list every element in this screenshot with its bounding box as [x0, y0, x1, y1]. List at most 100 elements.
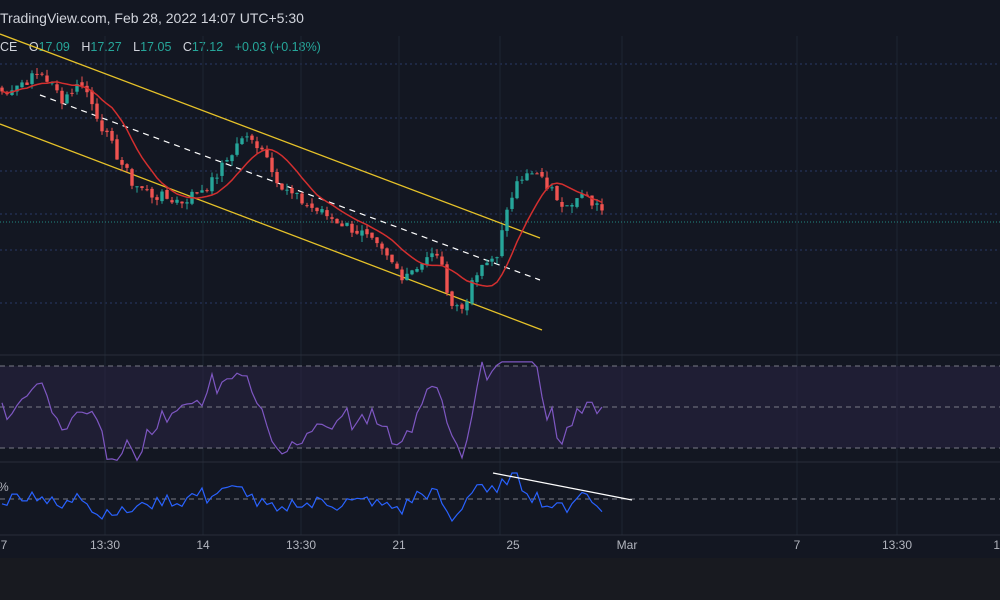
candle-body [350, 223, 354, 233]
candle-body [515, 181, 519, 199]
candle-body [245, 136, 249, 138]
candle-body [100, 120, 104, 132]
candle-body [35, 73, 39, 75]
candle-body [135, 186, 139, 188]
candle-body [195, 192, 199, 194]
candle-body [90, 90, 94, 105]
candle-body [570, 205, 574, 207]
candle-body [310, 203, 314, 208]
candle-body [300, 193, 304, 204]
candle-body [110, 130, 114, 141]
candle-body [5, 93, 9, 95]
candle-body [465, 301, 469, 311]
channel-mid-line [39, 94, 541, 281]
candle-body [150, 188, 154, 198]
time-axis-label: 25 [506, 538, 520, 552]
candle-body [500, 230, 504, 257]
candle-body [290, 188, 294, 194]
candle-body [435, 253, 439, 256]
divergence-trendline [492, 472, 633, 501]
candle-body [230, 155, 234, 162]
candle-body [485, 262, 489, 266]
candle-body [210, 177, 214, 192]
candle-body [305, 205, 309, 207]
candle-body [490, 258, 494, 262]
candle-body [590, 195, 594, 206]
candle-body [205, 190, 209, 192]
oscillator-label-fragment: % [0, 480, 9, 494]
candle-body [120, 160, 124, 165]
candle-body [275, 171, 279, 184]
candle-body [580, 193, 584, 198]
candle-body [330, 217, 334, 219]
candle-body [450, 291, 454, 306]
candle-body [425, 257, 429, 265]
candle-body [220, 162, 224, 176]
candle-body [445, 264, 449, 293]
time-axis-label: 21 [392, 538, 406, 552]
time-axis-label: 7 [1, 538, 8, 552]
candle-body [545, 177, 549, 190]
candle-body [95, 103, 99, 119]
candle-body [165, 190, 169, 199]
candle-body [15, 85, 19, 92]
candle-body [30, 73, 34, 84]
candle-body [215, 177, 219, 179]
symbol-suffix: CE [0, 40, 18, 54]
price-pane [0, 33, 1000, 331]
candle-body [55, 84, 59, 91]
candle-body [225, 159, 229, 162]
candle-body [180, 201, 184, 204]
candle-body [600, 204, 604, 211]
high-label: H [81, 40, 91, 54]
candle-body [470, 280, 474, 304]
low-value: 17.05 [140, 40, 172, 54]
candle-body [185, 202, 189, 204]
candle-body [420, 263, 424, 270]
candle-body [390, 254, 394, 263]
candle-body [115, 139, 119, 160]
candle-body [495, 257, 499, 259]
candle-body [280, 183, 284, 190]
candle-body [65, 94, 69, 104]
candle-body [400, 269, 404, 281]
time-axis-label: 13:30 [286, 538, 316, 552]
channel-lower-line [0, 123, 543, 331]
candle-body [340, 223, 344, 227]
candle-body [520, 179, 524, 181]
candle-body [20, 82, 24, 88]
candle-body [285, 189, 289, 191]
candle-body [265, 149, 269, 158]
candle-body [550, 187, 554, 189]
candle-body [355, 230, 359, 234]
candle-body [540, 172, 544, 177]
candle-body [320, 209, 324, 213]
candle-body [75, 84, 79, 92]
candle-body [235, 143, 239, 155]
candle-body [575, 198, 579, 207]
open-value: 17.09 [38, 40, 70, 54]
candle-body [415, 269, 419, 272]
candle-body [0, 87, 4, 92]
candle-body [555, 186, 559, 201]
ohlc-legend: CE O17.09 H17.27 L17.05 C17.12 +0.03 (+0… [0, 40, 321, 54]
candle-body [460, 304, 464, 309]
candle-body [325, 210, 329, 217]
time-axis-label: 14 [196, 538, 210, 552]
candle-body [535, 173, 539, 175]
candle-body [365, 229, 369, 235]
candle-body [140, 186, 144, 188]
time-axis-label: Mar [617, 538, 638, 552]
candle-body [370, 232, 374, 238]
close-value: 17.12 [191, 40, 224, 54]
time-axis-label: 13:30 [90, 538, 120, 552]
candle-body [510, 197, 514, 209]
candle-body [385, 248, 389, 256]
candle-body [175, 199, 179, 203]
candle-body [475, 275, 479, 283]
change-value: +0.03 (+0.18%) [234, 40, 321, 54]
candle-body [525, 173, 529, 181]
candle-body [105, 130, 109, 133]
candle-body [70, 92, 74, 94]
